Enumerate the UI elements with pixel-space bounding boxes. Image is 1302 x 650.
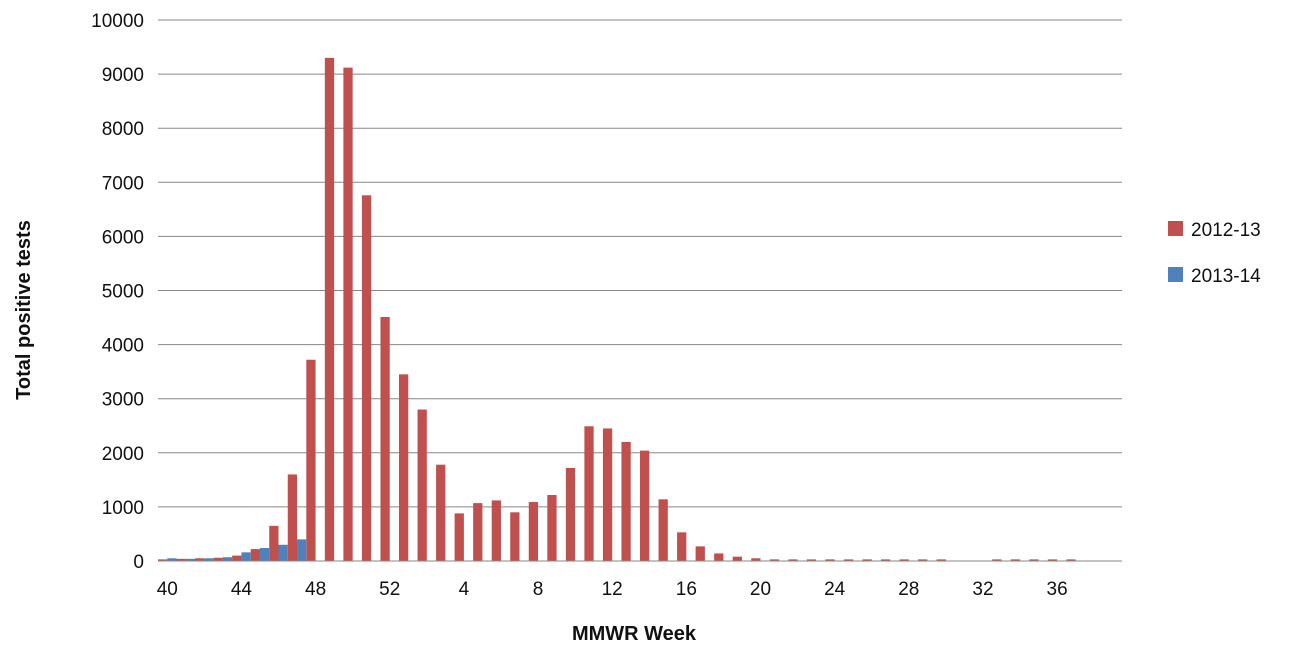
bar-2012-13-week-30 (936, 559, 946, 561)
bar-2012-13-week-21 (769, 559, 780, 561)
y-tick-label: 6000 (102, 227, 144, 248)
y-tick-label: 9000 (102, 65, 144, 86)
bars (158, 57, 1076, 562)
y-tick-label: 7000 (102, 173, 144, 194)
bar-2012-13-week-47 (287, 474, 298, 561)
bar-2012-13-week-5 (473, 503, 483, 561)
bar-2012-13-week-44 (232, 555, 242, 561)
bar-2012-13-week-24 (825, 559, 835, 561)
bar-2013-14-week-41 (185, 558, 196, 561)
y-tick-label: 2000 (102, 444, 144, 465)
bar-2012-13-week-48 (306, 359, 316, 561)
x-axis-ticks: 40 44 48 52 4 8 12 16 20 24 28 32 36 (157, 579, 1068, 600)
bar-2012-13-week-25 (843, 559, 854, 561)
bar-2012-13-week-46 (269, 525, 279, 561)
x-axis-title: MMWR Week (572, 623, 697, 645)
bar-2012-13-week-8 (528, 502, 539, 561)
y-tick-label: 5000 (102, 282, 144, 303)
bar-2012-13-week-35 (1029, 559, 1039, 561)
y-axis-ticks: 0 1000 2000 3000 4000 5000 6000 7000 8000 9000 100… (91, 11, 144, 573)
x-tick-label: 16 (676, 579, 697, 600)
bar-2012-13-week-41 (176, 558, 186, 561)
y-axis-title: Total positive tests (13, 220, 35, 400)
y-tick-label: 8000 (102, 119, 144, 140)
x-tick-label: 36 (1047, 579, 1068, 600)
bar-2012-13-week-22 (788, 559, 798, 561)
legend-label: 2012-13 (1191, 220, 1261, 241)
bar-2012-13-week-3 (436, 464, 446, 561)
bar-2012-13-week-50 (343, 67, 353, 561)
bar-2012-13-week-27 (881, 559, 891, 561)
x-tick-label: 40 (157, 579, 178, 600)
bar-2013-14-week-46 (278, 544, 288, 561)
y-tick-label: 3000 (102, 390, 144, 411)
bar-2013-14-week-40 (167, 558, 177, 561)
bar-2012-13-week-14 (640, 450, 650, 561)
x-tick-label: 28 (898, 579, 919, 600)
y-tick-label: 10000 (91, 11, 144, 32)
bar-2012-13-week-52 (380, 317, 390, 561)
x-tick-label: 24 (824, 579, 846, 600)
bar-2012-13-week-23 (806, 559, 817, 561)
bar-2012-13-week-6 (491, 500, 501, 561)
bar-2012-13-week-17 (695, 546, 705, 561)
bar-2012-13-week-29 (918, 559, 928, 561)
bar-2012-13-week-36 (1047, 559, 1058, 561)
y-tick-label: 1000 (102, 498, 144, 519)
x-tick-label: 48 (305, 579, 326, 600)
bar-2012-13-week-45 (250, 549, 260, 561)
legend: 2012-13 2013-14 (1168, 220, 1261, 287)
legend-label: 2013-14 (1191, 266, 1261, 287)
bar-2012-13-week-13 (621, 441, 631, 561)
bar-2012-13-week-12 (602, 428, 613, 561)
bar-2012-13-week-34 (1010, 559, 1021, 561)
x-tick-label: 4 (459, 579, 470, 600)
bar-2012-13-week-16 (677, 532, 687, 561)
bar-2012-13-week-26 (862, 559, 872, 561)
bar-2012-13-week-37 (1066, 559, 1076, 561)
y-tick-label: 0 (133, 552, 144, 573)
bar-2012-13-week-33 (992, 559, 1002, 561)
bar-2012-13-week-43 (213, 557, 223, 561)
bar-2013-14-week-45 (259, 548, 270, 561)
grid-lines (158, 19, 1122, 508)
x-tick-label: 12 (602, 579, 623, 600)
bar-2012-13-week-51 (361, 195, 372, 561)
bar-2013-14-week-43 (222, 557, 233, 561)
bar-2013-14-week-44 (241, 552, 251, 561)
bar-2012-13-week-9 (547, 494, 557, 561)
bar-2012-13-week-1 (399, 374, 409, 561)
bar-2012-13-week-28 (899, 559, 909, 561)
bar-2012-13-week-18 (714, 553, 724, 561)
bar-2012-13-week-49 (324, 57, 335, 562)
x-tick-label: 44 (231, 579, 253, 600)
bar-2012-13-week-42 (195, 558, 205, 561)
x-tick-label: 52 (379, 579, 400, 600)
x-tick-label: 8 (533, 579, 544, 600)
bar-2012-13-week-10 (565, 467, 576, 561)
x-tick-label: 32 (972, 579, 993, 600)
bar-2012-13-week-40 (158, 559, 168, 561)
legend-swatch (1168, 221, 1183, 236)
legend-swatch (1168, 267, 1183, 282)
bar-2012-13-week-20 (751, 558, 761, 561)
bar-2013-14-week-42 (204, 558, 214, 561)
bar-2012-13-week-7 (510, 512, 520, 561)
bar-2012-13-week-11 (584, 426, 594, 561)
bar-2012-13-week-4 (454, 513, 464, 561)
x-tick-label: 20 (750, 579, 771, 600)
y-tick-label: 4000 (102, 336, 144, 357)
bar-2012-13-week-2 (417, 409, 427, 561)
bar-2013-14-week-47 (297, 539, 307, 561)
bar-2012-13-week-19 (732, 556, 742, 561)
bar-2012-13-week-15 (658, 499, 668, 561)
